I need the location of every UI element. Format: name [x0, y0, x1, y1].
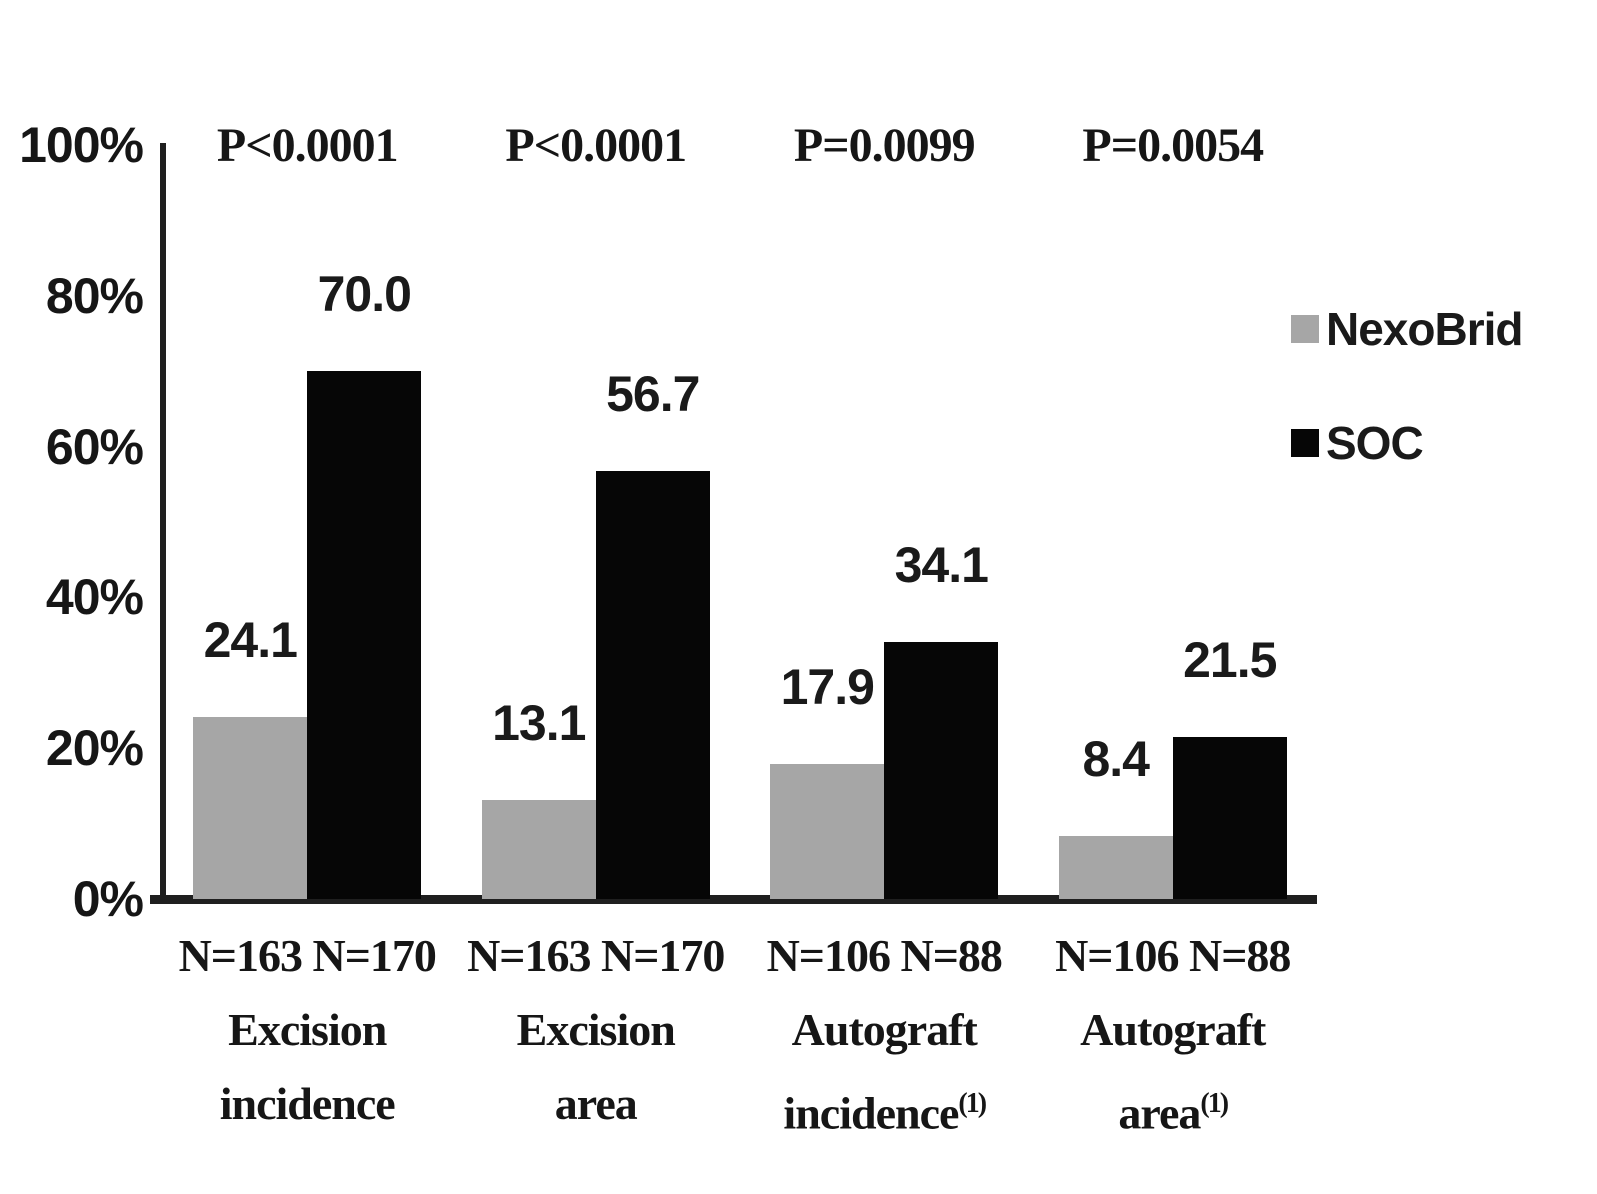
category-axis-label-excision-incidence: N=163 N=170 Excision incidence — [137, 919, 477, 1141]
category-axis-label-autograft-incidence-1: N=106 N=88 Autograft incidence(1) — [714, 919, 1054, 1150]
y-tick-label-40: 40% — [45, 569, 144, 626]
category-axis-label-autograft-area-1: N=106 N=88 Autograft area(1) — [1003, 919, 1343, 1150]
p-value-autograft-incidence-1: P=0.0099 — [793, 119, 976, 172]
category-axis-label-excision-area: N=163 N=170 Excision area — [426, 919, 766, 1141]
bar-soc-excision-area — [595, 471, 710, 899]
y-tick-label-60: 60% — [45, 418, 144, 475]
y-tick-label-0: 0% — [72, 871, 144, 927]
n-counts-label-autograft-area-1: N=106 N=88 — [1055, 930, 1291, 981]
legend-item-nexobrid: NexoBrid — [1291, 301, 1523, 357]
value-label-soc-excision-area: 56.7 — [606, 366, 700, 423]
bar-soc-excision-incidence — [307, 371, 422, 899]
y-axis-line — [160, 143, 166, 904]
n-counts-label-excision-incidence: N=163 N=170 — [178, 930, 437, 981]
bar-nexobrid-excision-incidence — [193, 717, 308, 899]
n-counts-label-autograft-incidence-1: N=106 N=88 — [766, 930, 1003, 981]
category-label-line1-autograft-area-1: Autograft — [1080, 1004, 1266, 1055]
n-counts-label-excision-area: N=163 N=170 — [467, 930, 725, 981]
legend-swatch-nexobrid — [1291, 315, 1319, 343]
bar-soc-autograft-area-1 — [1172, 736, 1287, 899]
category-label-line1-autograft-incidence-1: Autograft — [791, 1004, 978, 1055]
value-label-soc-autograft-area-1: 21.5 — [1183, 631, 1277, 688]
category-label-line2-autograft-area-1: area(1) — [1118, 1087, 1229, 1139]
category-label-line2-excision-area: area — [554, 1078, 638, 1129]
p-value-autograft-area-1: P=0.0054 — [1082, 119, 1264, 172]
legend-item-soc: SOC — [1291, 415, 1522, 471]
category-label-line1-excision-area: Excision — [516, 1004, 676, 1055]
p-value-excision-area: P<0.0001 — [505, 119, 687, 172]
p-value-excision-incidence: P<0.0001 — [216, 119, 399, 172]
value-label-nexobrid-autograft-area-1: 8.4 — [1082, 730, 1150, 787]
category-label-line2-excision-incidence: incidence — [219, 1078, 396, 1129]
y-tick-label-20: 20% — [45, 720, 144, 777]
footnote-marker: (1) — [1200, 1088, 1229, 1119]
y-tick-label-80: 80% — [45, 267, 144, 324]
bar-nexobrid-autograft-area-1 — [1058, 835, 1173, 899]
footnote-marker: (1) — [958, 1088, 987, 1119]
legend-swatch-soc — [1291, 429, 1319, 457]
value-label-nexobrid-autograft-incidence-1: 17.9 — [780, 659, 875, 716]
bar-soc-autograft-incidence-1 — [884, 641, 999, 899]
x-axis-baseline — [150, 895, 1317, 904]
value-label-soc-autograft-incidence-1: 34.1 — [894, 536, 989, 593]
chart-legend: NexoBrid SOC — [1291, 301, 1523, 529]
y-tick-label-100: 100% — [19, 117, 144, 173]
bar-nexobrid-excision-area — [481, 800, 596, 899]
value-label-nexobrid-excision-incidence: 24.1 — [203, 612, 298, 669]
category-label-line2-autograft-incidence-1: incidence(1) — [783, 1087, 987, 1139]
bar-nexobrid-autograft-incidence-1 — [770, 764, 885, 899]
value-label-nexobrid-excision-area: 13.1 — [492, 695, 586, 752]
legend-label-nexobrid: NexoBrid — [1326, 303, 1523, 355]
category-label-line1-excision-incidence: Excision — [228, 1004, 387, 1055]
legend-label-soc: SOC — [1326, 417, 1424, 469]
value-label-soc-excision-incidence: 70.0 — [317, 266, 412, 323]
